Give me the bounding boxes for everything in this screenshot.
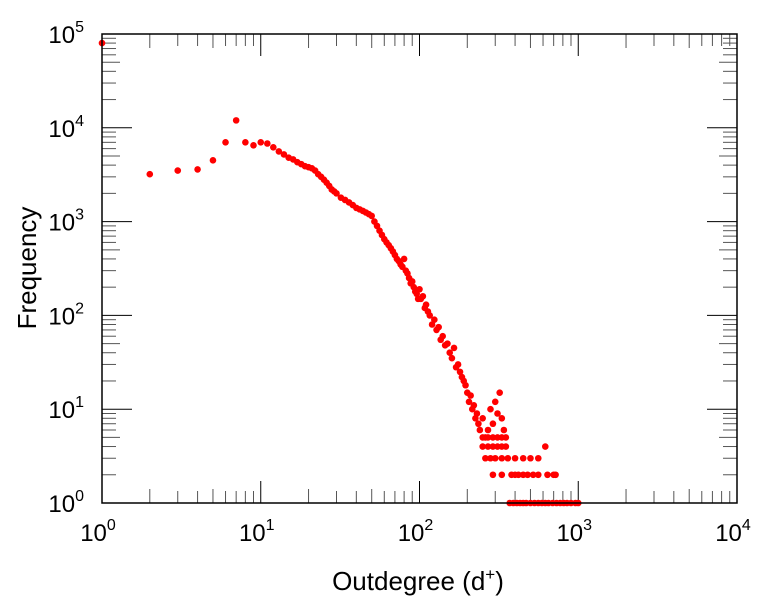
data-point bbox=[242, 139, 249, 146]
data-point bbox=[232, 117, 240, 124]
data-point bbox=[416, 285, 423, 293]
data-point bbox=[502, 443, 510, 450]
y-axis-label: Frequency bbox=[12, 207, 42, 330]
data-point bbox=[487, 405, 494, 413]
data-point bbox=[439, 332, 446, 340]
x-tick-labels: 100 101 102 103 104 bbox=[80, 517, 751, 547]
data-point bbox=[534, 471, 542, 479]
data-point bbox=[422, 301, 430, 309]
data-point bbox=[487, 454, 494, 462]
data-point bbox=[479, 443, 486, 450]
data-point bbox=[454, 361, 462, 368]
data-point bbox=[426, 312, 434, 319]
data-point bbox=[250, 142, 257, 149]
data-point bbox=[479, 414, 486, 422]
data-point bbox=[519, 454, 527, 462]
data-point bbox=[264, 140, 271, 147]
data-point bbox=[491, 454, 499, 462]
y-tick-label: 105 bbox=[48, 19, 84, 49]
data-point bbox=[511, 454, 519, 462]
x-tick-label: 102 bbox=[398, 517, 434, 547]
data-point bbox=[270, 143, 277, 151]
data-point bbox=[450, 344, 458, 352]
data-point bbox=[524, 471, 531, 479]
data-point bbox=[462, 381, 469, 389]
data-point bbox=[222, 139, 229, 146]
data-point bbox=[502, 434, 510, 441]
data-point bbox=[408, 278, 416, 285]
y-tick-label: 103 bbox=[48, 207, 84, 237]
data-point bbox=[515, 471, 522, 479]
data-point bbox=[456, 368, 464, 376]
data-point bbox=[484, 426, 492, 434]
x-tick-label: 103 bbox=[556, 517, 592, 547]
data-point bbox=[470, 402, 478, 409]
plot-frame bbox=[101, 33, 738, 504]
data-point bbox=[257, 139, 265, 146]
data-point bbox=[400, 255, 408, 263]
data-point bbox=[465, 398, 473, 406]
x-tick-label: 101 bbox=[239, 517, 275, 547]
x-axis-label: Outdegree (d+) bbox=[332, 565, 504, 596]
data-point bbox=[419, 292, 427, 300]
axis-ticks bbox=[101, 34, 737, 504]
data-point bbox=[473, 410, 481, 417]
data-point bbox=[479, 434, 486, 441]
y-tick-labels: 100 101 102 103 104 105 bbox=[48, 19, 84, 518]
data-point bbox=[475, 420, 482, 428]
data-point bbox=[489, 471, 497, 479]
data-point bbox=[489, 434, 497, 441]
data-point bbox=[448, 354, 456, 362]
data-point bbox=[489, 443, 497, 450]
data-point bbox=[333, 190, 340, 197]
data-point bbox=[476, 426, 484, 434]
data-point bbox=[280, 151, 288, 158]
y-tick-label: 104 bbox=[48, 113, 84, 143]
data-point bbox=[494, 410, 501, 417]
y-tick-label: 100 bbox=[48, 488, 84, 518]
x-tick-label: 104 bbox=[715, 517, 751, 547]
data-point bbox=[498, 414, 506, 422]
data-point bbox=[544, 471, 551, 479]
data-point bbox=[431, 316, 438, 323]
data-point bbox=[496, 389, 503, 396]
data-point bbox=[500, 426, 508, 434]
data-point bbox=[504, 454, 512, 462]
data-point bbox=[484, 443, 492, 450]
data-point bbox=[368, 212, 376, 220]
data-point bbox=[482, 454, 489, 462]
data-point bbox=[275, 148, 283, 155]
data-point bbox=[527, 454, 534, 462]
data-point bbox=[174, 167, 182, 174]
data-point bbox=[446, 349, 454, 357]
data-point bbox=[534, 454, 542, 462]
data-point bbox=[467, 392, 474, 399]
y-tick-label: 102 bbox=[48, 300, 84, 330]
data-point bbox=[498, 471, 506, 479]
data-point bbox=[194, 166, 201, 173]
data-point bbox=[146, 170, 154, 178]
data-points bbox=[98, 39, 582, 507]
data-point bbox=[491, 398, 499, 406]
data-point bbox=[435, 323, 442, 331]
data-point bbox=[541, 443, 549, 450]
data-point bbox=[484, 434, 492, 441]
y-tick-label: 101 bbox=[48, 394, 84, 424]
x-tick-label: 100 bbox=[80, 517, 116, 547]
data-point bbox=[498, 454, 506, 462]
data-point bbox=[489, 420, 497, 428]
data-point bbox=[444, 340, 451, 347]
data-point bbox=[529, 471, 537, 479]
data-point bbox=[209, 157, 217, 164]
data-point bbox=[552, 471, 559, 479]
